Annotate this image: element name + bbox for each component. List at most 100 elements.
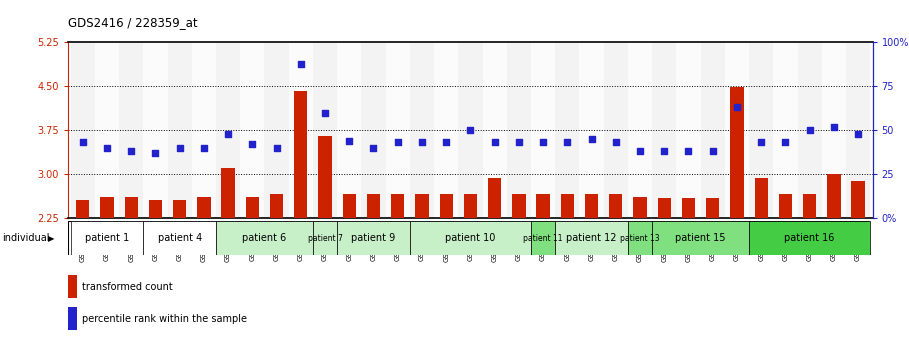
Bar	[657, 199, 671, 218]
Bar	[579, 42, 604, 218]
Bar	[167, 42, 192, 218]
Point	[173, 145, 187, 150]
Bar	[628, 42, 652, 218]
Bar	[749, 42, 774, 218]
Point	[512, 139, 526, 145]
Bar	[95, 42, 119, 218]
Point	[560, 139, 574, 145]
Bar	[536, 194, 550, 218]
Bar	[265, 42, 289, 218]
Bar	[71, 42, 95, 218]
Bar	[531, 221, 555, 255]
Text: patient 15: patient 15	[675, 233, 726, 243]
Text: percentile rank within the sample: percentile rank within the sample	[82, 314, 247, 324]
Bar	[313, 42, 337, 218]
Bar	[584, 194, 598, 218]
Bar	[313, 221, 337, 255]
Bar	[76, 200, 89, 218]
Text: individual: individual	[2, 233, 49, 243]
Bar	[827, 174, 841, 218]
Point	[851, 131, 865, 136]
Text: GDS2416 / 228359_at: GDS2416 / 228359_at	[68, 16, 198, 29]
Text: transformed count: transformed count	[82, 282, 173, 292]
Point	[778, 139, 793, 145]
Bar	[125, 197, 138, 218]
Point	[342, 138, 356, 143]
Point	[269, 145, 284, 150]
Bar	[634, 197, 646, 218]
Bar	[245, 197, 259, 218]
Bar	[240, 42, 265, 218]
Bar	[410, 221, 531, 255]
Bar	[652, 221, 749, 255]
Point	[124, 148, 138, 154]
Point	[535, 139, 550, 145]
Bar	[488, 178, 501, 218]
Point	[584, 136, 599, 142]
Bar	[318, 136, 332, 218]
Bar	[71, 221, 144, 255]
Point	[75, 139, 90, 145]
Text: patient 1: patient 1	[85, 233, 129, 243]
Bar	[100, 197, 114, 218]
Bar	[144, 42, 167, 218]
Bar	[119, 42, 144, 218]
Point	[487, 139, 502, 145]
Bar	[628, 221, 652, 255]
Bar	[754, 178, 768, 218]
Text: patient 4: patient 4	[157, 233, 202, 243]
Bar	[676, 42, 701, 218]
Bar	[652, 42, 676, 218]
Bar	[362, 42, 385, 218]
Text: patient 9: patient 9	[352, 233, 395, 243]
Point	[221, 131, 235, 136]
Bar	[706, 199, 719, 218]
Point	[366, 145, 381, 150]
Text: ▶: ▶	[48, 234, 55, 242]
Bar	[846, 42, 870, 218]
Point	[294, 61, 308, 66]
Bar	[68, 275, 77, 298]
Text: patient 13: patient 13	[620, 234, 660, 242]
Text: patient 10: patient 10	[445, 233, 495, 243]
Bar	[531, 42, 555, 218]
Point	[657, 148, 672, 154]
Bar	[410, 42, 435, 218]
Bar	[483, 42, 506, 218]
Point	[608, 139, 623, 145]
Bar	[343, 194, 356, 218]
Point	[439, 139, 454, 145]
Point	[803, 127, 817, 133]
Bar	[749, 221, 870, 255]
Point	[100, 145, 115, 150]
Bar	[724, 42, 749, 218]
Bar	[440, 194, 453, 218]
Bar	[415, 194, 429, 218]
Bar	[555, 221, 628, 255]
Bar	[289, 42, 313, 218]
Bar	[337, 42, 362, 218]
Bar	[149, 200, 162, 218]
Point	[730, 104, 744, 110]
Text: patient 11: patient 11	[524, 234, 563, 242]
Point	[705, 148, 720, 154]
Bar	[435, 42, 458, 218]
Bar	[822, 42, 846, 218]
Bar	[192, 42, 216, 218]
Bar	[337, 221, 410, 255]
Bar	[222, 168, 235, 218]
Point	[196, 145, 211, 150]
Bar	[173, 200, 186, 218]
Bar	[385, 42, 410, 218]
Bar	[391, 194, 405, 218]
Bar	[216, 42, 240, 218]
Point	[754, 139, 768, 145]
Bar	[197, 197, 211, 218]
Bar	[701, 42, 724, 218]
Bar	[506, 42, 531, 218]
Bar	[367, 194, 380, 218]
Bar	[774, 42, 797, 218]
Bar	[458, 42, 483, 218]
Bar	[852, 181, 864, 218]
Bar	[512, 194, 525, 218]
